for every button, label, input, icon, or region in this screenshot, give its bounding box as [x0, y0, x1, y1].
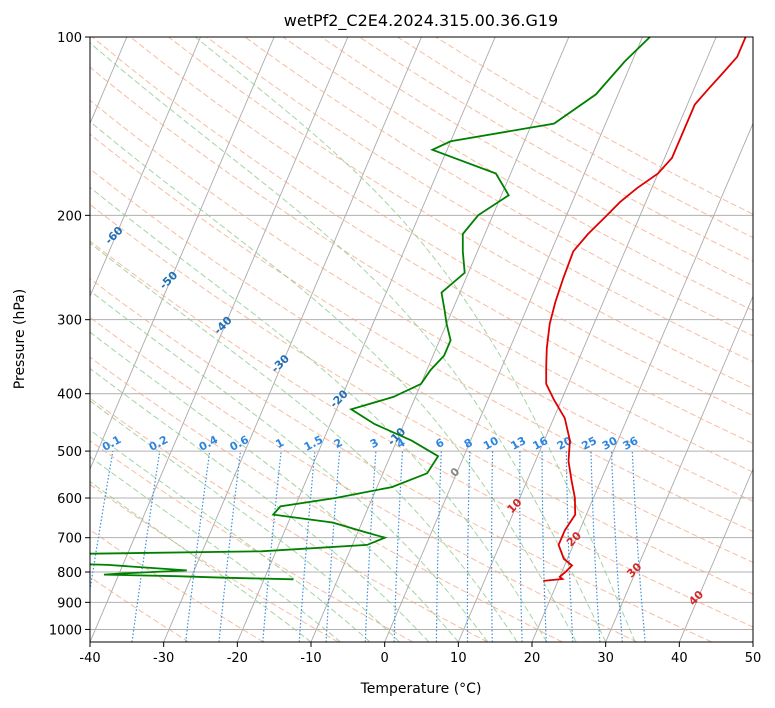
y-axis: 100 200 300 400 500 600 700 800 900 1000	[49, 31, 90, 638]
mixing-ratio-line	[262, 451, 282, 642]
dry-adiabat-line	[90, 240, 753, 628]
dry-adiabat-line	[90, 316, 638, 642]
mixing-ratio-label: 13	[509, 434, 529, 453]
y-tick-label: 1000	[49, 623, 82, 638]
dry-adiabat-line	[130, 37, 753, 417]
temperature-profile-line	[543, 37, 747, 582]
dry-adiabat-line	[206, 37, 753, 363]
dry-adiabat-line	[90, 66, 753, 473]
y-tick-label: 900	[57, 596, 82, 611]
x-axis: -40 -30 -20 -10 0 10 20 30 40 50	[79, 642, 761, 666]
dry-adiabat-line	[282, 37, 753, 312]
moist-adiabat-line	[90, 400, 400, 642]
dry-adiabat-line	[90, 576, 190, 642]
mixing-ratio-line	[631, 451, 646, 642]
x-tick-label: 50	[745, 651, 762, 666]
mixing-ratio-line	[466, 451, 471, 642]
x-tick-label: -20	[227, 651, 248, 666]
moist-adiabat-line	[90, 290, 489, 642]
dry-adiabat-line	[90, 440, 414, 642]
profile-lines	[90, 37, 747, 582]
mixing-ratio-line	[541, 451, 547, 642]
x-tick-label: 40	[671, 651, 688, 666]
plot-frame	[89, 36, 754, 643]
mixing-ratio-line	[519, 451, 523, 642]
isotherm-line	[531, 122, 753, 642]
dry-adiabat-line	[90, 203, 753, 595]
dry-adiabat-line	[90, 397, 488, 642]
isotherm-line	[90, 37, 275, 471]
background-lines	[90, 37, 753, 642]
y-tick-label: 300	[57, 314, 82, 329]
x-tick-label: -30	[153, 651, 174, 666]
y-tick-label: 200	[57, 209, 82, 224]
x-axis-label: Temperature (°C)	[360, 681, 482, 697]
mixing-ratio-line	[435, 451, 442, 642]
mixing-ratio-line	[590, 451, 601, 642]
isotherm-line	[605, 295, 753, 642]
dry-adiabat-line	[90, 168, 753, 563]
mixing-ratio-line	[610, 451, 623, 642]
mixing-ratio-line	[325, 451, 341, 642]
moist-adiabat-line	[90, 42, 607, 642]
isotherm-line	[678, 467, 753, 642]
y-tick-label: 800	[57, 566, 82, 581]
mixing-ratio-line	[364, 451, 377, 642]
isotherm-line	[457, 37, 717, 642]
y-tick-label: 500	[57, 445, 82, 460]
isotherm-line	[384, 37, 643, 642]
y-tick-label: 400	[57, 388, 82, 403]
x-tick-label: 20	[524, 651, 541, 666]
moist-adiabat-line	[90, 456, 341, 642]
mixing-ratio-label: 36	[621, 434, 641, 453]
chart-title: wetPf2_C2E4.2024.315.00.36.G19	[284, 11, 558, 31]
mixing-ratio-line	[298, 451, 316, 642]
mixing-ratio-label: 30	[600, 434, 620, 453]
dry-adiabat-line	[90, 356, 563, 642]
y-tick-label: 600	[57, 492, 82, 507]
mixing-ratio-line	[218, 451, 242, 642]
moist-adiabat-line	[90, 480, 312, 642]
isotherm-line	[90, 37, 349, 642]
x-tick-label: -40	[79, 651, 100, 666]
dewpoint-profile-line	[90, 37, 651, 581]
moist-adiabat-line	[194, 37, 636, 642]
mixing-ratio-label: 10	[481, 434, 501, 453]
y-tick-label: 100	[57, 31, 82, 46]
dry-adiabat-line	[90, 133, 753, 533]
x-tick-label: 30	[597, 651, 614, 666]
moist-adiabat-line	[90, 367, 430, 642]
moist-adiabat-line	[90, 429, 371, 642]
moist-adiabat-line	[90, 120, 577, 642]
y-tick-label: 700	[57, 532, 82, 547]
x-tick-label: 0	[381, 651, 389, 666]
mixing-ratio-line	[490, 451, 494, 642]
x-tick-label: -10	[300, 651, 321, 666]
isotherm-line	[236, 37, 496, 642]
y-axis-label: Pressure (hPa)	[12, 289, 28, 389]
mixing-ratio-label: 16	[531, 434, 551, 453]
mixing-ratio-label: 25	[579, 434, 599, 453]
isotherm-line	[90, 37, 201, 298]
moist-adiabat-line	[90, 331, 459, 642]
x-tick-label: 10	[450, 651, 467, 666]
mixing-ratio-line	[393, 451, 404, 642]
